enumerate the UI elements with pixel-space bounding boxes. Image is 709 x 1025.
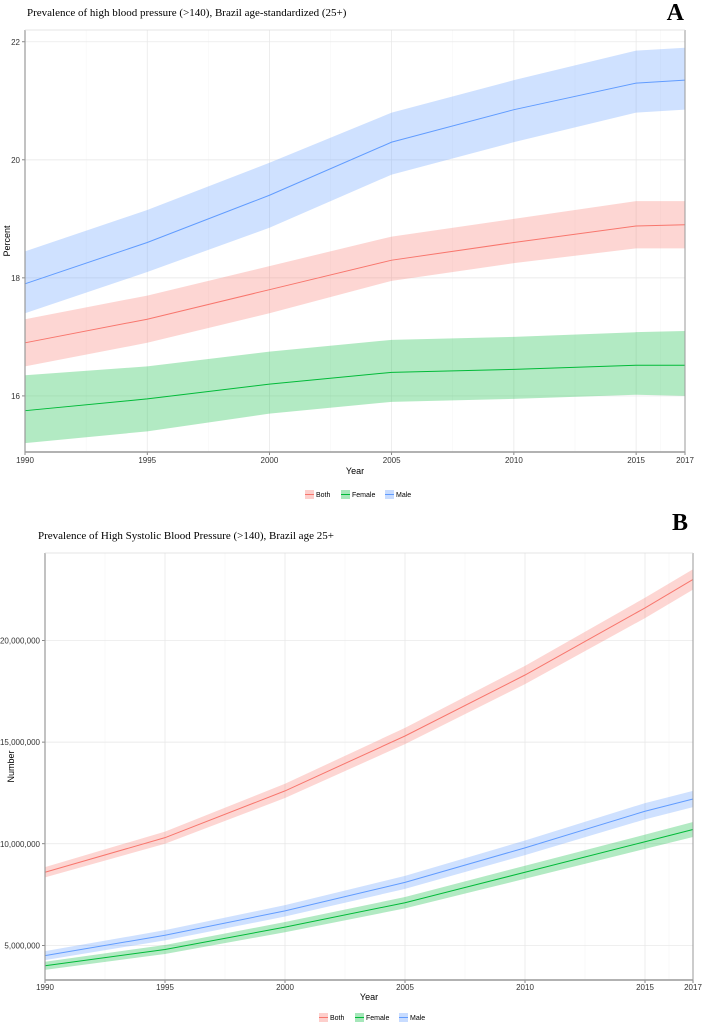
x-tick-label: 1990 xyxy=(36,983,54,992)
legend-label: Female xyxy=(352,492,375,499)
series-line-both xyxy=(24,224,686,344)
plot-background xyxy=(45,553,693,980)
ci-band-male xyxy=(25,47,685,314)
ci-band-female xyxy=(45,822,693,970)
x-axis-label: Year xyxy=(360,992,378,1002)
series-line-both xyxy=(44,579,694,873)
x-tick-label: 1995 xyxy=(138,456,156,465)
x-tick-label: 2015 xyxy=(627,456,645,465)
x-tick-label: 2017 xyxy=(676,456,694,465)
y-tick-label: 18 xyxy=(11,274,20,283)
legend-label: Both xyxy=(330,1015,345,1022)
legend-item-female: Female xyxy=(341,490,375,499)
ci-band-both xyxy=(25,201,685,367)
y-tick-label: 15,000,000 xyxy=(0,738,41,747)
series-line-female xyxy=(24,364,685,412)
series-line-male xyxy=(24,79,686,285)
series-line-male xyxy=(44,798,694,957)
legend-item-female: Female xyxy=(355,1013,389,1022)
legend-item-male: Male xyxy=(399,1013,425,1022)
y-axis-label: Number xyxy=(6,750,16,782)
y-tick-label: 20 xyxy=(11,156,20,165)
x-tick-label: 2005 xyxy=(396,983,414,992)
legend-label: Female xyxy=(366,1015,389,1022)
x-tick-label: 2005 xyxy=(383,456,401,465)
x-tick-label: 1990 xyxy=(16,456,34,465)
panel-label: A xyxy=(667,0,685,26)
y-tick-label: 10,000,000 xyxy=(0,840,41,849)
series-line-female xyxy=(44,829,694,967)
legend-item-both: Both xyxy=(319,1013,345,1022)
x-tick-label: 1995 xyxy=(156,983,174,992)
legend-label: Male xyxy=(410,1015,425,1022)
y-axis-label: Percent xyxy=(2,225,12,257)
legend-label: Male xyxy=(396,492,411,499)
x-tick-label: 2015 xyxy=(636,983,654,992)
y-tick-label: 22 xyxy=(11,38,20,47)
y-tick-label: 5,000,000 xyxy=(4,941,40,950)
ci-band-female xyxy=(25,331,685,444)
chart-title: Prevalence of High Systolic Blood Pressu… xyxy=(38,530,334,542)
x-axis-label: Year xyxy=(346,466,364,476)
x-tick-label: 2017 xyxy=(684,983,702,992)
y-tick-label: 16 xyxy=(11,392,20,401)
legend-label: Both xyxy=(316,492,331,499)
legend-item-male: Male xyxy=(385,490,411,499)
x-tick-label: 2000 xyxy=(276,983,294,992)
panel-label: B xyxy=(672,510,688,536)
x-tick-label: 2000 xyxy=(261,456,279,465)
chart-panel-A: Prevalence of high blood pressure (>140)… xyxy=(2,0,694,499)
chart-title: Prevalence of high blood pressure (>140)… xyxy=(27,7,347,19)
x-tick-label: 2010 xyxy=(505,456,523,465)
x-tick-label: 2010 xyxy=(516,983,534,992)
chart-panel-B: Prevalence of High Systolic Blood Pressu… xyxy=(0,510,702,1022)
ci-band-male xyxy=(45,790,693,961)
legend-item-both: Both xyxy=(305,490,331,499)
y-tick-label: 20,000,000 xyxy=(0,636,41,645)
